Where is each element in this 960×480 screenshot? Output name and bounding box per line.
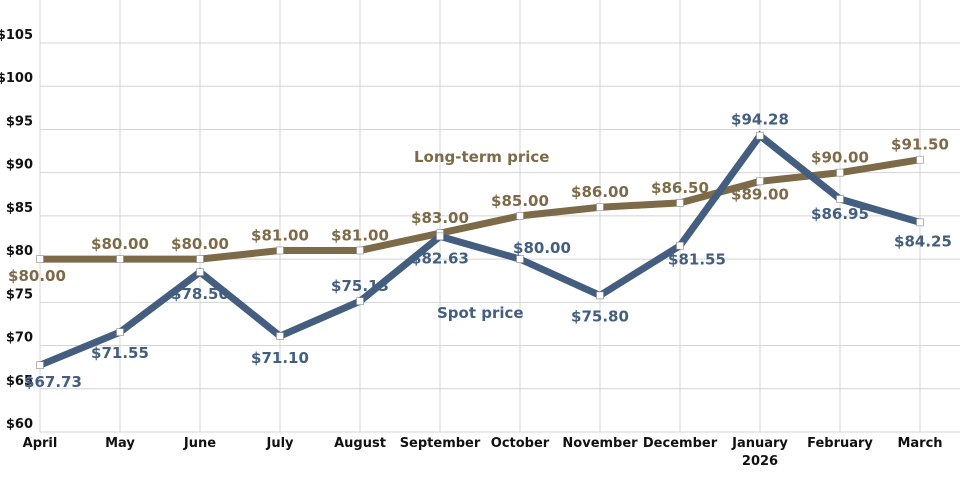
data-label: $94.28: [731, 111, 789, 129]
data-marker: [516, 255, 524, 263]
data-label: $82.63: [411, 249, 469, 267]
data-label: $81.00: [251, 226, 309, 244]
x-tick-label: February: [807, 436, 873, 451]
series-lines: [36, 130, 924, 369]
data-label: $89.00: [731, 185, 789, 203]
data-marker: [676, 241, 684, 250]
data-label: $84.25: [894, 232, 952, 250]
y-tick-label: $90: [6, 158, 33, 173]
series-line: [40, 156, 921, 263]
y-tick-label: $75: [6, 287, 33, 302]
y-tick-label: $65: [6, 374, 33, 389]
data-label: $85.00: [491, 192, 549, 210]
x-tick-label: December: [643, 436, 718, 451]
x-tick-label: October: [491, 436, 550, 451]
data-marker: [276, 246, 284, 255]
data-label: $90.00: [811, 149, 869, 167]
data-label: $91.50: [891, 136, 949, 154]
data-label: $71.55: [91, 344, 149, 362]
data-marker: [756, 131, 764, 140]
data-label: $80.00: [513, 239, 571, 257]
data-label: $71.10: [251, 349, 309, 367]
data-marker: [116, 328, 124, 336]
data-label: $86.00: [571, 183, 629, 201]
data-marker: [356, 297, 364, 306]
y-tick-label: $60: [6, 417, 33, 432]
data-label: $78.50: [171, 285, 229, 303]
data-marker: [196, 268, 204, 276]
x-tick-label: May: [105, 436, 135, 451]
y-tick-label: $70: [6, 331, 33, 346]
data-label: $75.80: [571, 307, 629, 325]
data-label: $67.73: [24, 373, 82, 391]
grid-lines: [39, 0, 960, 433]
x-tick-label: March: [897, 436, 942, 451]
series-line: [38, 130, 921, 369]
data-label: $75.13: [331, 277, 389, 295]
data-marker: [436, 232, 444, 241]
y-tick-label: $105: [0, 28, 33, 43]
data-labels: $80.00 $80.00 $80.00 $81.00 $81.00 $83.00 $85.…: [8, 111, 952, 392]
x-tick-label: November: [562, 436, 638, 451]
data-label: $81.00: [331, 226, 389, 244]
x-tick-label: August: [334, 436, 386, 451]
x-tick-label: April: [23, 436, 58, 451]
data-marker: [276, 332, 284, 340]
data-marker: [756, 177, 764, 186]
data-marker: [916, 218, 924, 227]
x-tick-label: January: [731, 436, 788, 451]
data-marker: [596, 203, 604, 212]
data-label: $81.55: [668, 251, 726, 269]
data-marker: [36, 361, 44, 369]
data-label: $83.00: [411, 209, 469, 227]
series-name-spot: Spot price: [437, 304, 524, 322]
data-marker: [36, 255, 44, 263]
data-label: $80.00: [8, 267, 66, 285]
data-marker: [116, 255, 124, 263]
data-marker: [596, 291, 604, 300]
data-marker: [836, 168, 844, 177]
data-label: $80.00: [171, 235, 229, 253]
data-label: $86.50: [651, 179, 709, 197]
data-marker: [516, 212, 524, 220]
x-axis: April May June July August September October No…: [23, 436, 943, 469]
data-marker: [916, 155, 924, 164]
data-marker: [196, 255, 204, 263]
data-label: $80.00: [91, 235, 149, 253]
x-tick-sublabel: 2026: [742, 454, 778, 469]
y-axis: $60 $65 $70 $75 $80 $85 $90 $95 $100 $105: [0, 28, 33, 432]
y-tick-label: $80: [6, 244, 33, 259]
x-tick-label: September: [400, 436, 481, 451]
x-tick-label: June: [183, 436, 216, 451]
x-tick-label: July: [265, 436, 294, 451]
y-tick-label: $95: [6, 114, 33, 129]
data-label: $86.95: [811, 205, 869, 223]
data-marker: [836, 195, 844, 203]
y-tick-label: $100: [0, 71, 33, 86]
y-tick-label: $85: [6, 201, 33, 216]
data-marker: [676, 199, 684, 207]
series-name-long-term: Long-term price: [414, 148, 549, 166]
data-marker: [356, 246, 364, 255]
